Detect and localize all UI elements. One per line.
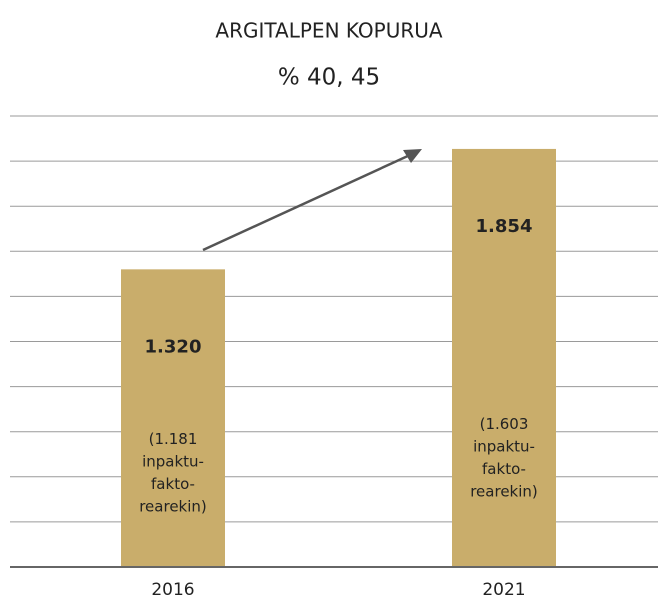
annotation-line: (1.181 (149, 430, 198, 448)
annotation-line: inpaktu- (473, 438, 535, 456)
grid (10, 115, 658, 568)
chart-subtitle: % 40, 45 (278, 65, 380, 91)
value-label: 1.320 (145, 336, 202, 357)
annotation-line: fakto- (482, 460, 526, 478)
bar (121, 269, 225, 567)
x-tick-label: 2016 (151, 580, 194, 600)
x-tick-label: 2021 (482, 580, 525, 600)
annotation-line: fakto- (151, 475, 195, 493)
annotation-line: rearekin) (139, 498, 207, 516)
annotation-line: rearekin) (470, 483, 538, 501)
bars (121, 148, 556, 567)
annotation-line: inpaktu- (142, 453, 204, 471)
bar (452, 148, 556, 567)
value-label: 1.854 (476, 216, 533, 237)
chart-title: ARGITALPEN KOPURUA (215, 19, 442, 43)
annotation-line: (1.603 (480, 415, 529, 433)
trend-arrow (202, 149, 422, 252)
